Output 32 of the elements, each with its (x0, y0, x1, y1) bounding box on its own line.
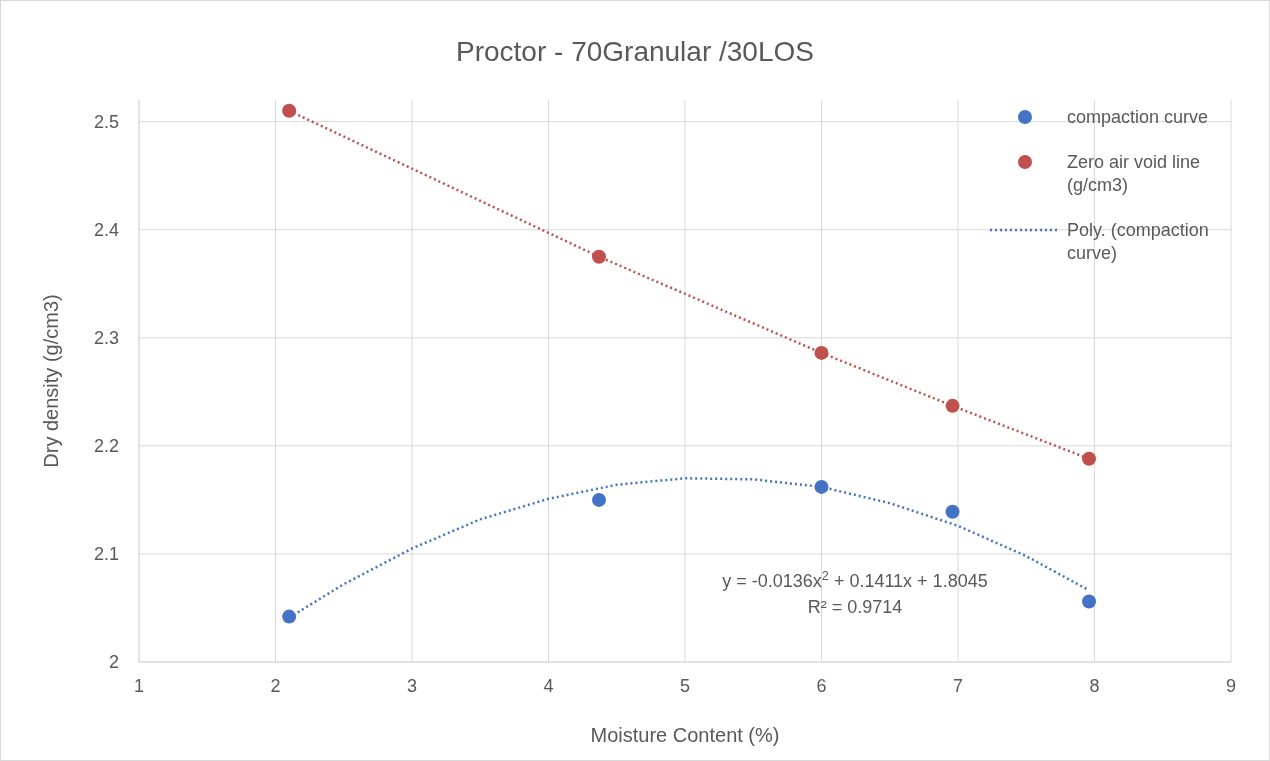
x-tick-label: 6 (816, 676, 827, 696)
x-tick-label: 2 (270, 676, 281, 696)
x-tick-label: 9 (1225, 676, 1237, 696)
point (592, 492, 607, 507)
point (814, 345, 829, 360)
y-tick-label: 2 (108, 652, 119, 672)
x-tick-label: 8 (1089, 676, 1100, 696)
annotation: R² = 0.9714 (807, 597, 903, 617)
point (945, 504, 960, 519)
point (945, 398, 960, 413)
y-tick-label: 2.5 (93, 111, 119, 132)
x-axis-title: Moisture Content (%) (590, 724, 780, 746)
y-tick-label: 2.4 (93, 219, 119, 240)
x-tick-label: 3 (406, 676, 418, 696)
point (282, 103, 297, 118)
y-tick-label: 2.1 (93, 543, 119, 564)
annotation: y = -0.0136x$^{2}$ + 0.1411x + 1.8045 (722, 569, 988, 591)
point (1082, 594, 1097, 609)
legend-label: Zero air void line (g/cm3) (1067, 152, 1201, 195)
y-tick-label: 2.3 (93, 327, 119, 348)
x-tick-label: 4 (543, 676, 554, 696)
point (1082, 451, 1097, 466)
x-tick-label: 7 (952, 676, 964, 696)
y-tick-label: 2.2 (93, 435, 119, 456)
point (592, 249, 607, 264)
legend-label: Poly. (compaction curve) (1067, 220, 1209, 263)
x-tick-label: 1 (133, 676, 145, 696)
point (282, 609, 297, 624)
y-axis-title: Dry density (g/cm3) (40, 294, 62, 468)
legend-label: compaction curve (1067, 107, 1209, 127)
x-tick-label: 5 (679, 676, 691, 696)
chart-title: Proctor - 70Granular /30LOS (456, 36, 814, 67)
